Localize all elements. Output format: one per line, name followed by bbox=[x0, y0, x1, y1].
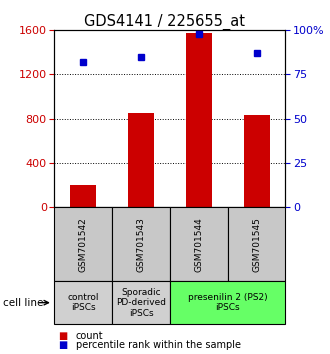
Text: GSM701542: GSM701542 bbox=[79, 217, 88, 272]
Text: GDS4141 / 225655_at: GDS4141 / 225655_at bbox=[84, 14, 246, 30]
Bar bbox=[70, 185, 96, 207]
Text: GSM701544: GSM701544 bbox=[194, 217, 203, 272]
Text: control
iPSCs: control iPSCs bbox=[68, 293, 99, 312]
Text: percentile rank within the sample: percentile rank within the sample bbox=[76, 340, 241, 350]
Text: GSM701545: GSM701545 bbox=[252, 217, 261, 272]
Text: presenilin 2 (PS2)
iPSCs: presenilin 2 (PS2) iPSCs bbox=[188, 293, 268, 312]
Text: cell line: cell line bbox=[3, 298, 44, 308]
Text: ■: ■ bbox=[58, 331, 67, 341]
Bar bbox=[128, 113, 154, 207]
Bar bbox=[244, 115, 270, 207]
Text: ■: ■ bbox=[58, 340, 67, 350]
Text: GSM701543: GSM701543 bbox=[137, 217, 146, 272]
Text: Sporadic
PD-derived
iPSCs: Sporadic PD-derived iPSCs bbox=[116, 288, 166, 318]
Bar bbox=[186, 33, 212, 207]
Text: count: count bbox=[76, 331, 104, 341]
